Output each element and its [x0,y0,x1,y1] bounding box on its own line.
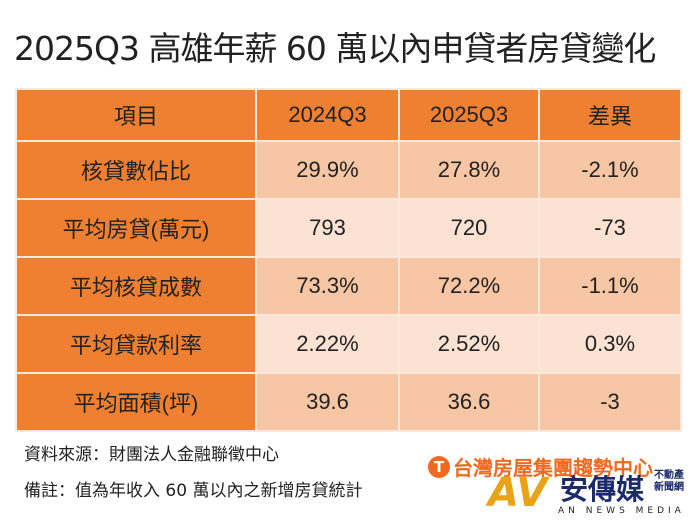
t-logo-icon: T [428,455,450,478]
row-label: 平均房貸(萬元) [15,198,257,258]
row-label: 平均面積(坪) [15,372,257,432]
remark-note: 備註：值為年收入 60 萬以內之新增房貸統計 [24,481,363,501]
header-cell: 項目 [15,88,257,142]
table-cell: 73.3% [255,256,400,316]
table-cell: -73 [538,198,682,258]
an-news-logo: AV 安傳媒 不動產新聞網 AN NEWS MEDIA [488,466,688,522]
page-title: 2025Q3 高雄年薪 60 萬以內申貸者房貸變化 [14,29,656,68]
table-row: 核貸數佔比 29.9% 27.8% -2.1% [15,140,682,200]
header-cell: 2024Q3 [255,88,400,142]
table-cell: 36.6 [398,372,540,432]
row-label: 平均貸款利率 [15,314,257,374]
logo-english: AN NEWS MEDIA [558,506,685,516]
table-header-row: 項目 2024Q3 2025Q3 差異 [15,88,682,142]
table-cell: 27.8% [398,140,540,200]
an-logo-icon: AV [488,470,548,516]
source-note: 資料來源：財團法人金融聯徵中心 [24,445,279,465]
logo-text: 台灣房屋集團趨勢中心 [453,456,653,480]
row-label: 核貸數佔比 [15,140,257,200]
header-cell: 差異 [538,88,682,142]
row-label: 平均核貸成數 [15,256,257,316]
logo-subtext: 不動產新聞網 [654,470,684,493]
table-cell: 29.9% [255,140,400,200]
table-row: 平均貸款利率 2.22% 2.52% 0.3% [15,314,682,374]
data-table: 項目 2024Q3 2025Q3 差異 核貸數佔比 29.9% 27.8% -2… [15,88,682,432]
table-cell: 2.52% [398,314,540,374]
table-cell: -3 [538,372,682,432]
logo-text: 安傳媒 [560,473,645,506]
table-cell: 793 [255,198,400,258]
table-cell: -1.1% [538,256,682,316]
table-cell: 72.2% [398,256,540,316]
table-cell: -2.1% [538,140,682,200]
table-row: 平均面積(坪) 39.6 36.6 -3 [15,372,682,432]
table-cell: 2.22% [255,314,400,374]
table-row: 平均房貸(萬元) 793 720 -73 [15,198,682,258]
table-row: 平均核貸成數 73.3% 72.2% -1.1% [15,256,682,316]
table-cell: 39.6 [255,372,400,432]
header-cell: 2025Q3 [398,88,540,142]
table-cell: 0.3% [538,314,682,374]
taiwan-realty-logo: T 台灣房屋集團趨勢中心 [428,452,653,481]
table-cell: 720 [398,198,540,258]
